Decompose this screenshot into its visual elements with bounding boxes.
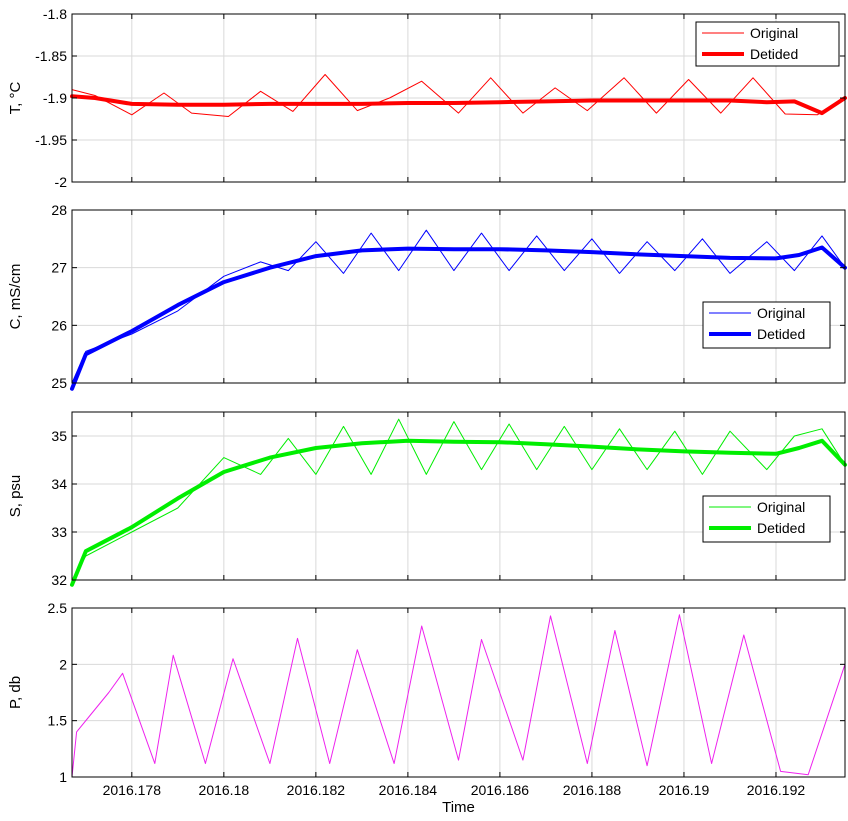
y-tick-label: 2 bbox=[59, 656, 67, 672]
legend-label: Detided bbox=[757, 520, 805, 536]
y-tick-label: 35 bbox=[51, 428, 67, 444]
y-tick-label: 25 bbox=[51, 375, 67, 391]
panel-4: 2.5 2 1.5 1 P, db bbox=[7, 600, 846, 785]
x-tick-label: 2016.188 bbox=[563, 782, 622, 798]
axes-box bbox=[71, 209, 846, 384]
y-tick-label: 1 bbox=[59, 769, 67, 785]
series-line-original bbox=[71, 74, 846, 117]
legend: Original Detided bbox=[702, 301, 831, 349]
legend-box bbox=[695, 21, 840, 67]
legend: Original Detided bbox=[695, 21, 840, 67]
y-axis-label: P, db bbox=[7, 676, 24, 709]
y-tick-label: 34 bbox=[51, 476, 67, 492]
y-tick-label: 27 bbox=[51, 260, 67, 276]
x-axis-label: Time bbox=[442, 799, 475, 816]
y-tick-label: -1.85 bbox=[35, 48, 67, 64]
x-tick-label: 2016.184 bbox=[379, 782, 438, 798]
legend-label: Detided bbox=[757, 326, 805, 342]
y-axis-label: T, °C bbox=[7, 82, 24, 115]
y-tick-label: 32 bbox=[51, 572, 67, 588]
series-line-original bbox=[71, 229, 846, 384]
legend-box bbox=[702, 301, 831, 349]
y-tick-label: -1.95 bbox=[35, 132, 67, 148]
series-line-detided bbox=[70, 245, 847, 391]
legend-label: Detided bbox=[750, 46, 798, 62]
y-axis-label: S, psu bbox=[7, 475, 24, 518]
y-tick-label: -2 bbox=[55, 174, 68, 190]
x-tick-label: 2016.18 bbox=[199, 782, 250, 798]
panel-2: 28 27 26 25 C, mS/cm Original Detided bbox=[7, 202, 847, 391]
y-tick-label: 28 bbox=[51, 202, 67, 218]
y-tick-label: -1.9 bbox=[43, 90, 67, 106]
x-tick-label: 2016.182 bbox=[287, 782, 346, 798]
series-line-pressure bbox=[71, 614, 846, 778]
y-tick-label: 1.5 bbox=[48, 713, 68, 729]
y-tick-label: 26 bbox=[51, 317, 67, 333]
axes-box bbox=[71, 607, 846, 778]
panel-1: -1.8 -1.85 -1.9 -1.95 -2 T, °C Original Detided bbox=[7, 6, 847, 190]
x-tick-label: 2016.186 bbox=[471, 782, 530, 798]
y-tick-label: -1.8 bbox=[43, 6, 67, 22]
plot-area bbox=[72, 210, 845, 383]
panel-3: 35 34 33 32 S, psu Original Detided bbox=[7, 411, 847, 588]
series-line-detided bbox=[70, 438, 847, 587]
y-tick-label: 33 bbox=[51, 524, 67, 540]
legend-label: Original bbox=[757, 305, 805, 321]
legend-label: Original bbox=[750, 25, 798, 41]
series-line-original bbox=[71, 418, 846, 581]
legend-box bbox=[702, 495, 831, 543]
x-tick-label: 2016.19 bbox=[659, 782, 710, 798]
legend-label: Original bbox=[757, 499, 805, 515]
y-axis-label: C, mS/cm bbox=[7, 264, 24, 330]
legend: Original Detided bbox=[702, 495, 831, 543]
x-tick-label: 2016.178 bbox=[103, 782, 162, 798]
x-tick-label: 2016.192 bbox=[747, 782, 806, 798]
y-tick-label: 2.5 bbox=[48, 600, 68, 616]
series-line-detided bbox=[70, 94, 847, 116]
axes-box bbox=[71, 411, 846, 581]
